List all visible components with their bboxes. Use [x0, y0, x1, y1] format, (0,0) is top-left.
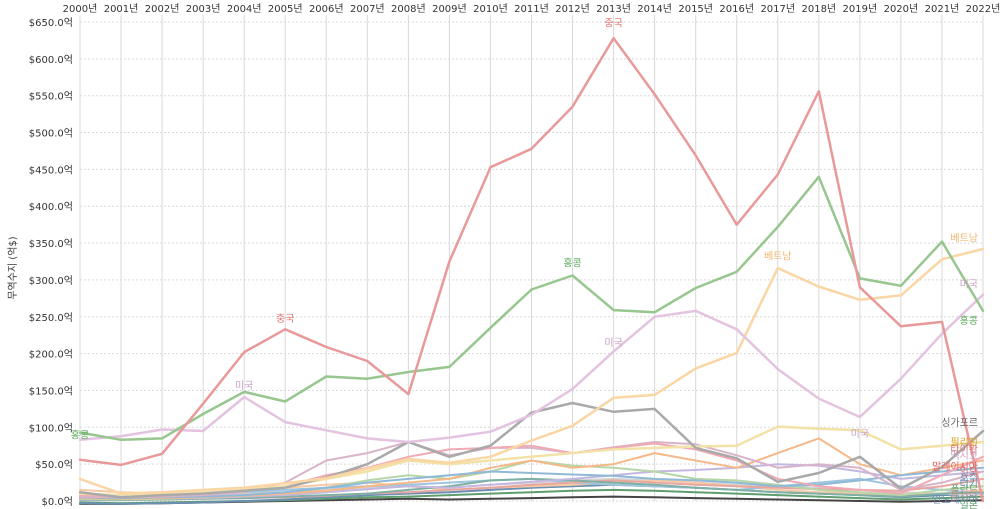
x-tick-label: 2006년 [309, 3, 344, 15]
x-tick-label: 2001년 [104, 3, 139, 15]
x-tick-label: 2013년 [596, 3, 631, 15]
y-tick-label: $350.0억 [29, 238, 73, 250]
series-end-label: 필리핀 [950, 437, 978, 449]
series-annotation: 미국 [235, 380, 253, 392]
x-tick-label: 2015년 [678, 3, 713, 15]
series-end-label: 베트남 [950, 233, 978, 245]
series-end-label: 터키 [960, 478, 978, 490]
series-line [79, 466, 984, 500]
x-tick-label: 2005년 [268, 3, 303, 15]
x-tick-label: 2004년 [227, 3, 262, 15]
series-annotation: 미국 [851, 428, 869, 440]
series-end-label: 헝가리 [950, 489, 978, 501]
y-axis-label: 무역수지 (억$) [7, 236, 19, 299]
series-end-label: 인도네시아 [932, 494, 978, 506]
y-tick-label: $200.0억 [29, 349, 73, 361]
x-tick-label: 2018년 [801, 3, 836, 15]
x-tick-label: 2000년 [63, 3, 98, 15]
y-tick-label: $150.0억 [29, 385, 73, 397]
x-tick-label: 2022년 [966, 3, 1000, 15]
series-line [79, 477, 984, 502]
series-line [78, 36, 985, 503]
series-line [78, 293, 985, 444]
series-annotation: 미국 [604, 337, 622, 349]
series-line [78, 247, 985, 495]
series-end-label: 인도 [960, 466, 978, 478]
series-end-label: 홍콩 [960, 314, 978, 327]
series-line [78, 175, 985, 442]
series-annotation: 베트남 [764, 250, 792, 262]
x-tick-label: 2016년 [719, 3, 754, 15]
y-axis-tick-labels: $0.0억 $50.0억 $100.0억 $150.0억 $200.0억 $250.0억 $… [29, 17, 73, 508]
x-tick-label: 2009년 [432, 3, 467, 15]
series-end-label: 말레이시아 [932, 461, 978, 473]
y-tick-label: $600.0억 [29, 54, 73, 66]
x-axis-tick-labels: 2000년 2001년 2002년 2003년 2004년 2005년 2006년 2007년… [63, 3, 1000, 15]
x-tick-label: 2020년 [884, 3, 919, 15]
series-end-label: 타이완 [950, 443, 978, 455]
x-tick-label: 2002년 [145, 3, 180, 15]
y-tick-label: $400.0억 [29, 201, 73, 213]
y-tick-label: $0.0억 [42, 496, 73, 508]
x-tick-label: 2003년 [186, 3, 221, 15]
series-end-label: 멕시코 [950, 450, 978, 462]
x-tick-label: 2014년 [637, 3, 672, 15]
x-tick-label: 2019년 [843, 3, 878, 15]
y-tick-label: $100.0억 [29, 422, 73, 434]
series-end-label: 폴란드 [950, 484, 978, 496]
y-tick-label: $650.0억 [29, 17, 73, 29]
x-tick-label: 2007년 [350, 3, 385, 15]
x-tick-label: 2012년 [555, 3, 590, 15]
series-end-label: 호주 [960, 472, 978, 484]
y-tick-label: $450.0억 [29, 164, 73, 176]
y-tick-label: $50.0억 [35, 459, 73, 471]
x-tick-label: 2021년 [925, 3, 960, 15]
horizontal-gridlines [80, 21, 983, 502]
series-end-label: 싱가포르 [941, 417, 978, 429]
y-tick-label: $500.0억 [29, 128, 73, 140]
series-annotation: 중국 [276, 313, 294, 325]
x-tick-label: 2017년 [760, 3, 795, 15]
y-tick-label: $550.0억 [29, 91, 73, 103]
series-line [79, 441, 984, 499]
x-tick-label: 2008년 [391, 3, 426, 15]
y-tick-label: $300.0억 [29, 275, 73, 287]
series-end-label: 일본 [960, 499, 978, 509]
vertical-gridlines [79, 15, 984, 501]
series-annotation: 홍콩 [563, 257, 581, 270]
y-tick-label: $250.0억 [29, 312, 73, 324]
series-annotation: 홍콩 [71, 428, 89, 441]
series-end-labels: 베트남미국홍콩싱가포르필리핀타이완멕시코말레이시아인도호주터키폴란드헝가리인도네… [932, 233, 978, 509]
x-tick-label: 2010년 [473, 3, 508, 15]
x-tick-label: 2011년 [514, 3, 549, 15]
series-lines [78, 36, 985, 505]
series-end-label: 미국 [960, 278, 978, 290]
series-annotation: 중국 [604, 17, 622, 29]
series-line [78, 401, 985, 499]
